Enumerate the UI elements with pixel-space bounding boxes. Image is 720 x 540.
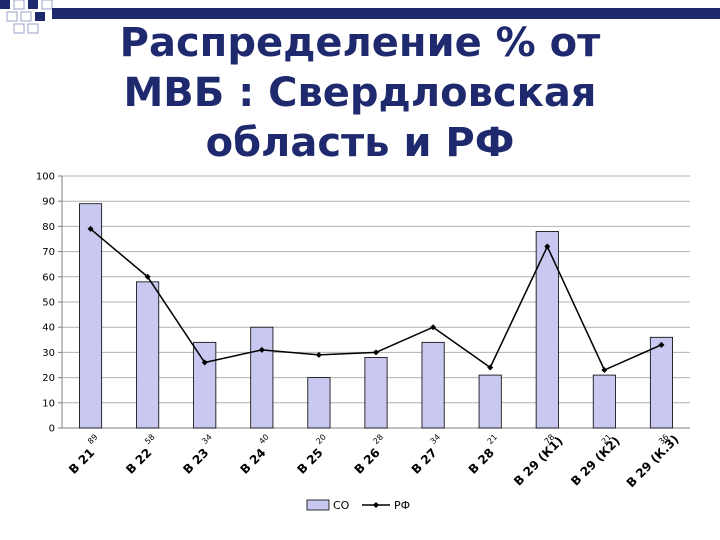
y-tick-label: 0 (49, 424, 55, 435)
legend-label-rf: РФ (394, 499, 410, 512)
marker-rf (87, 225, 94, 232)
y-tick-label: 30 (42, 348, 55, 359)
marker-rf (144, 273, 151, 280)
y-tick-label: 70 (42, 247, 55, 258)
y-tick-label: 80 (42, 222, 55, 233)
marker-rf (373, 349, 379, 356)
marker-rf (601, 367, 608, 374)
marker-rf (487, 364, 494, 371)
x-category-label: В 21 (66, 446, 97, 477)
y-tick-label: 20 (42, 373, 55, 384)
slide-title: Распределение % от МВБ : Свердловская об… (60, 18, 660, 168)
x-category-label: В 29 (К1) (511, 434, 566, 489)
bar-so (307, 377, 331, 429)
legend-label-so: СО (333, 499, 350, 512)
x-category-label: В 22 (123, 446, 154, 477)
data-label: 89 (86, 432, 100, 446)
y-tick-label: 10 (42, 398, 55, 409)
legend-marker-rf (373, 502, 379, 508)
data-label: 20 (314, 432, 328, 446)
x-category-label: В 25 (295, 446, 326, 477)
marker-rf (201, 359, 208, 366)
y-tick-label: 100 (36, 172, 55, 183)
line-rf (90, 228, 662, 371)
x-category-label: В 24 (237, 446, 268, 477)
x-category-label: В 27 (409, 446, 440, 477)
data-label: 34 (429, 432, 443, 446)
bar-so (535, 231, 559, 429)
title-line-2: МВБ : Свердловская (123, 70, 597, 116)
y-tick-label: 40 (42, 323, 55, 334)
marker-rf (658, 341, 665, 348)
marker-rf (258, 346, 265, 353)
bar-so (478, 374, 502, 429)
x-category-label: В 28 (466, 446, 497, 477)
x-category-label: В 26 (352, 446, 383, 477)
x-category-label: В 23 (180, 446, 211, 477)
bar-so (364, 357, 388, 429)
y-tick-label: 50 (42, 298, 55, 309)
data-label: 58 (143, 432, 157, 446)
bar-so (421, 341, 445, 429)
bar-so (592, 374, 616, 429)
bar-so (79, 203, 103, 429)
x-category-label: В 29 (К.3) (624, 432, 682, 490)
data-label: 28 (371, 432, 385, 446)
data-label: 21 (486, 432, 500, 446)
corner-decoration (0, 0, 53, 34)
bar-so (136, 281, 160, 429)
top-accent-bar (52, 8, 720, 19)
bar-so (193, 341, 217, 429)
y-tick-label: 90 (42, 197, 55, 208)
data-label: 40 (257, 432, 271, 446)
marker-rf (315, 351, 322, 358)
bar-so (250, 326, 274, 429)
data-label: 34 (200, 432, 214, 446)
x-category-label: В 29 (К2) (568, 434, 623, 489)
marker-rf (430, 324, 437, 331)
title-line-1: Распределение % от (119, 20, 601, 66)
marker-rf (544, 243, 551, 250)
title-line-3: область и РФ (205, 120, 515, 166)
bar-so (649, 336, 673, 429)
y-tick-label: 60 (42, 272, 55, 283)
legend-swatch-so (306, 499, 330, 511)
